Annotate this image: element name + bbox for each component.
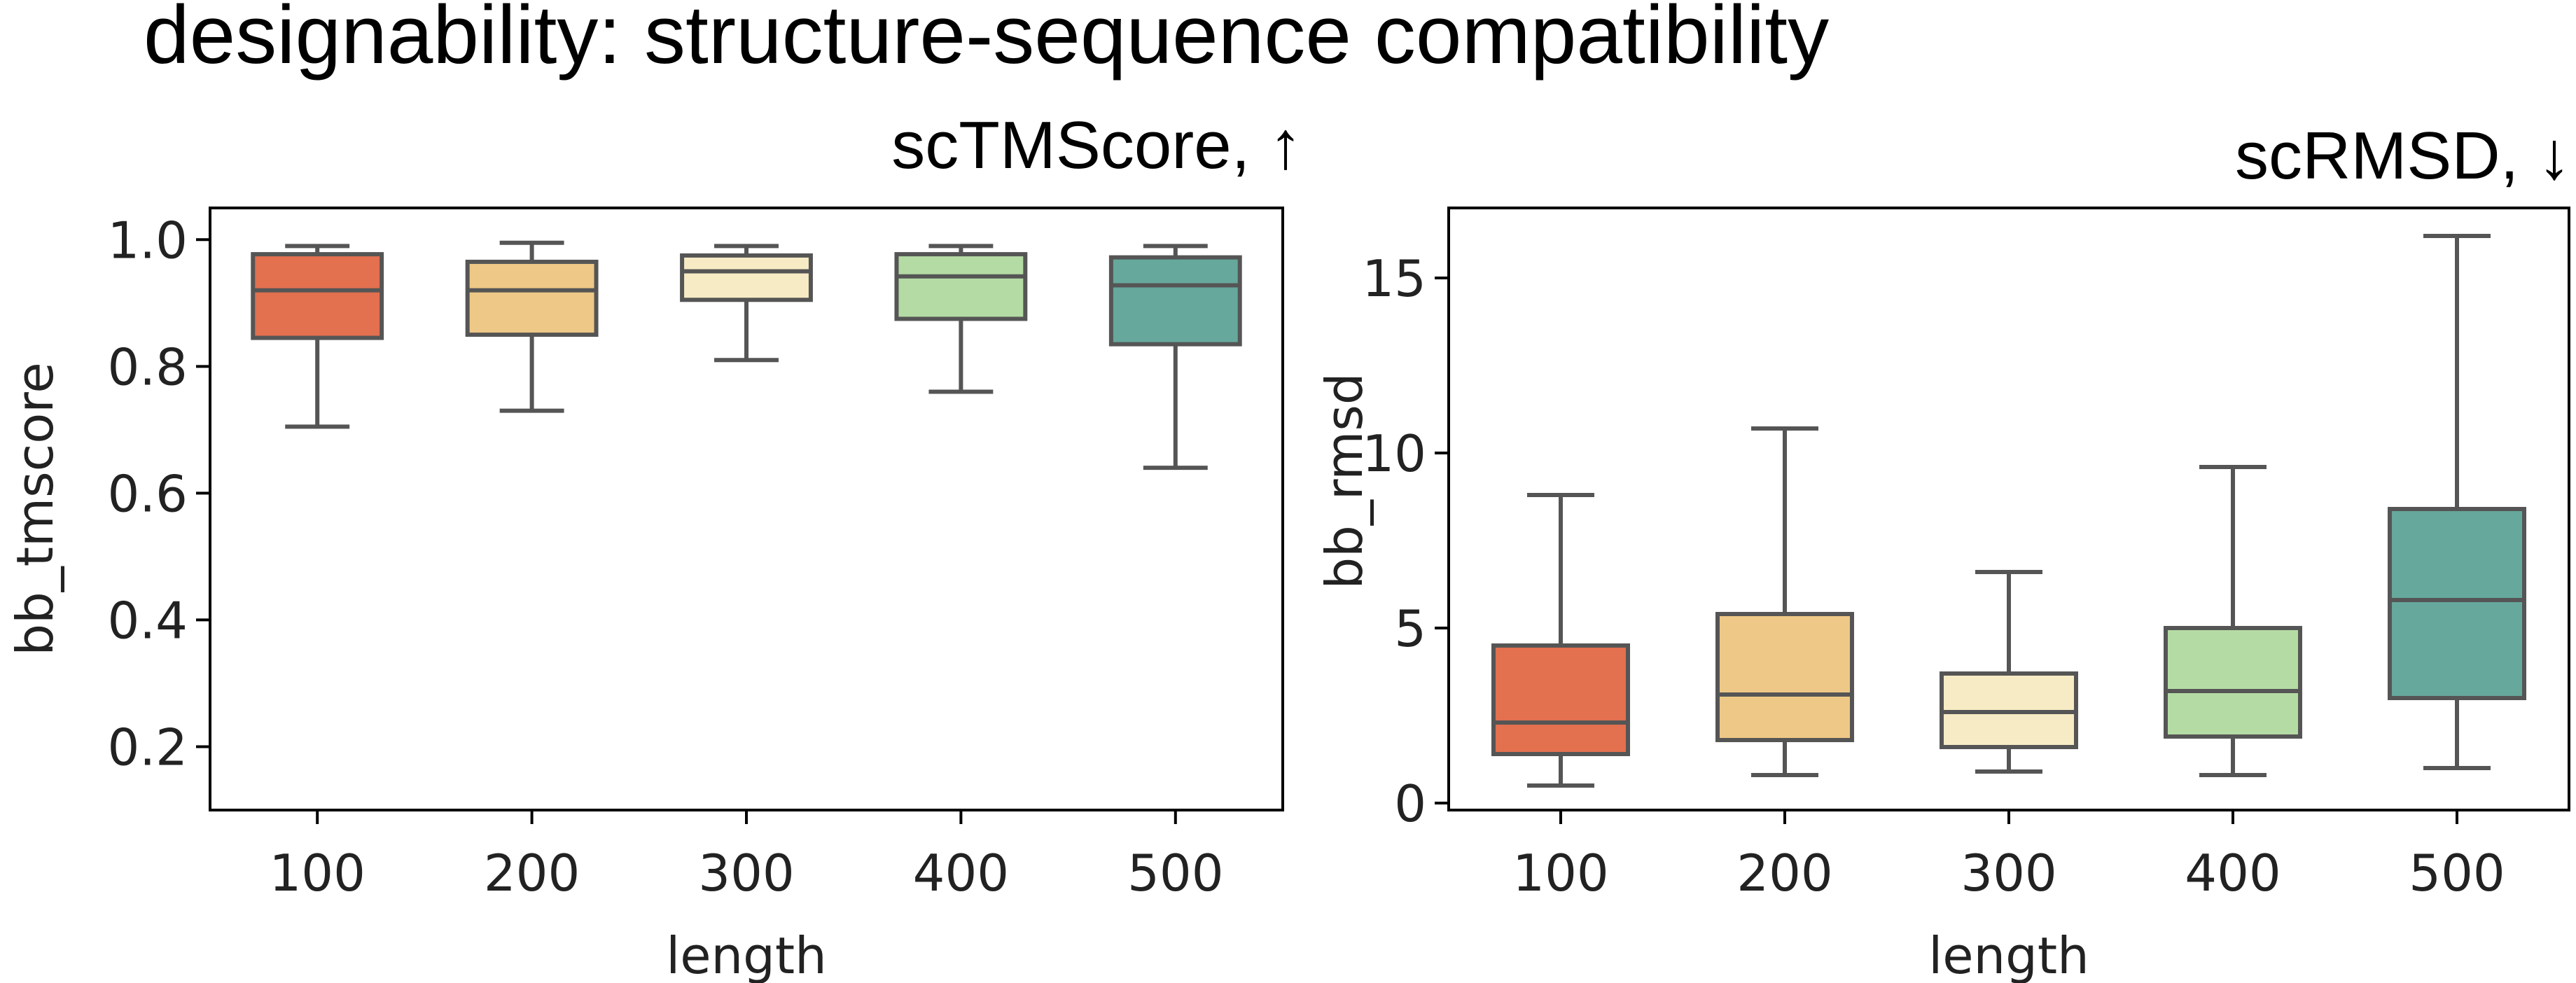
y-tick-label: 0.2 [107, 718, 188, 776]
y-tick-label: 5 [1394, 599, 1426, 658]
x-tick-label: 400 [2185, 844, 2281, 902]
x-axis-label: length [666, 926, 827, 983]
y-tick-label: 0.4 [107, 591, 188, 650]
y-tick-label: 0.8 [107, 337, 188, 396]
y-tick-label: 10 [1362, 424, 1426, 483]
x-tick-label: 500 [2409, 844, 2505, 902]
x-tick-label: 100 [1512, 844, 1608, 902]
y-tick-label: 15 [1362, 249, 1426, 308]
chart-1-subtitle: scTMScore, ↑ [891, 108, 1302, 183]
box-400 [894, 252, 1028, 321]
y-tick-label: 1.0 [107, 211, 188, 270]
y-axis-label: bb_rmsd [1315, 372, 1374, 589]
x-tick-label: 300 [1961, 844, 2056, 902]
chart-2-rmsd: 0 5 10 15 100 200 300 400 500 length bb_rmsd [1315, 207, 2570, 983]
box-500 [2388, 507, 2526, 700]
box-200 [465, 259, 599, 337]
box-300 [680, 253, 813, 302]
y-tick-label: 0 [1394, 774, 1426, 833]
chart-1-tmscore: 0.2 0.4 0.6 0.8 1.0 100 200 300 400 500 length bb_t… [6, 207, 1284, 983]
y-tick-label: 0.6 [107, 464, 188, 523]
box-400 [2164, 626, 2302, 739]
x-tick-label: 100 [269, 844, 365, 902]
box-500 [1108, 255, 1242, 347]
x-axis-label: length [1928, 926, 2089, 983]
x-tick-label: 500 [1127, 844, 1223, 902]
x-tick-label: 200 [1736, 844, 1832, 902]
box-200 [1715, 612, 1854, 742]
y-axis-label: bb_tmscore [6, 362, 64, 655]
figure-title: designability: structure-sequence compat… [144, 0, 1829, 81]
box-100 [1491, 643, 1630, 756]
box-100 [251, 252, 384, 340]
x-tick-label: 300 [698, 844, 794, 902]
chart-2-subtitle: scRMSD, ↓ [2235, 118, 2571, 193]
x-tick-label: 400 [913, 844, 1009, 902]
x-tick-label: 200 [484, 844, 580, 902]
